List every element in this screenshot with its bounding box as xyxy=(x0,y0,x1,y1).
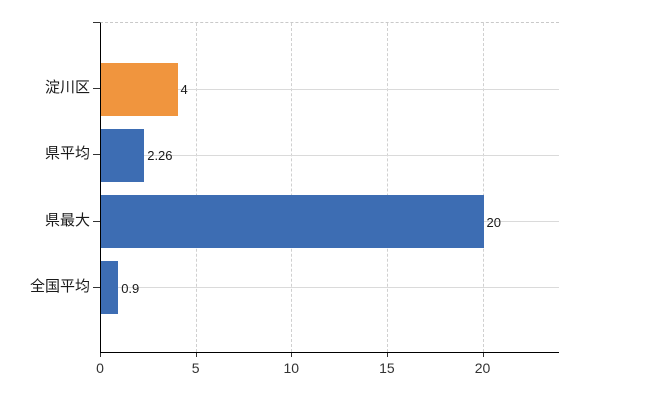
bar-value-label: 0.9 xyxy=(121,280,140,296)
x-axis-tick xyxy=(482,353,484,357)
category-label: 全国平均 xyxy=(29,277,90,295)
y-axis-tick xyxy=(93,220,100,222)
category-label: 県平均 xyxy=(44,145,90,163)
x-tick-label: 0 xyxy=(96,360,104,376)
grid-line-vertical xyxy=(482,23,484,352)
grid-line-vertical xyxy=(195,23,197,352)
bar-value-label: 4 xyxy=(180,82,188,98)
x-tick-label: 10 xyxy=(283,360,300,376)
x-tick-label: 15 xyxy=(379,360,395,376)
category-label: 県最大 xyxy=(44,211,90,229)
grid-line-horizontal xyxy=(101,287,559,289)
grid-line-vertical xyxy=(291,23,293,352)
plot-area: 4 2.26 20 0.9 xyxy=(100,22,559,353)
bar-value-label: 20 xyxy=(486,214,501,230)
y-axis-top-tick xyxy=(93,22,100,23)
bar-value-label: 2.26 xyxy=(147,148,173,164)
grid-line-vertical xyxy=(386,23,388,352)
bar xyxy=(101,261,119,315)
category-label: 淀川区 xyxy=(44,79,90,97)
y-axis-tick xyxy=(93,286,100,288)
y-axis-tick xyxy=(93,154,100,156)
grid-line-horizontal xyxy=(101,88,559,90)
bar xyxy=(101,62,178,116)
x-tick-label: 5 xyxy=(191,360,200,376)
x-tick-label: 20 xyxy=(474,360,491,376)
bar xyxy=(101,128,145,182)
grid-line-horizontal xyxy=(101,154,559,156)
bar xyxy=(101,195,484,249)
x-axis-tick xyxy=(195,353,197,357)
x-axis-tick xyxy=(100,353,101,357)
x-axis-tick xyxy=(386,353,388,357)
y-axis-tick xyxy=(93,88,100,90)
x-axis-tick xyxy=(291,353,293,357)
